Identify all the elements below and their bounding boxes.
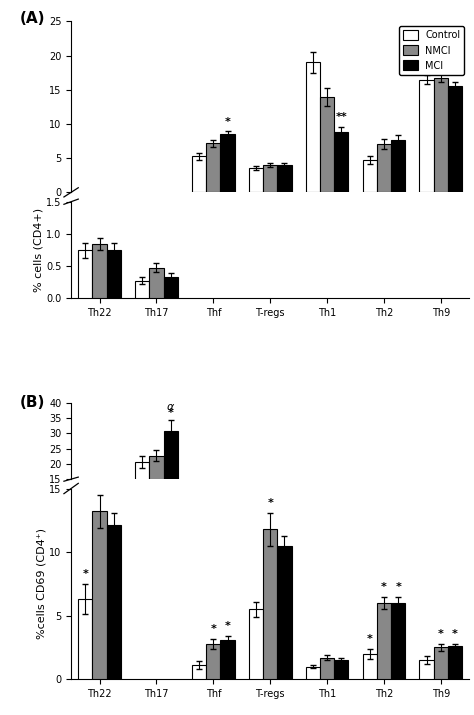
Bar: [192, 665, 206, 679]
Bar: [220, 134, 235, 192]
Text: *: *: [225, 117, 230, 127]
Bar: [391, 139, 405, 192]
Bar: [249, 609, 263, 679]
Bar: [107, 526, 121, 679]
Text: *: *: [225, 621, 230, 631]
Text: *: *: [168, 408, 173, 418]
Bar: [135, 463, 149, 525]
Bar: [206, 143, 220, 192]
Y-axis label: % cells (CD4+): % cells (CD4+): [33, 207, 43, 292]
Bar: [320, 97, 334, 192]
Bar: [363, 160, 377, 192]
Text: *: *: [367, 634, 373, 644]
Text: (B): (B): [19, 395, 45, 410]
Bar: [206, 644, 220, 679]
Bar: [78, 250, 92, 298]
Text: *: *: [438, 629, 444, 639]
Bar: [277, 546, 292, 679]
Bar: [220, 640, 235, 679]
Text: *: *: [267, 498, 273, 508]
Text: α: α: [167, 403, 174, 413]
Bar: [448, 646, 462, 679]
Bar: [419, 660, 434, 679]
Text: *: *: [381, 582, 387, 592]
Bar: [149, 267, 164, 298]
Bar: [391, 603, 405, 679]
Bar: [320, 658, 334, 679]
Bar: [149, 455, 164, 525]
Bar: [334, 132, 348, 192]
Bar: [164, 277, 178, 298]
Text: *: *: [395, 582, 401, 592]
Bar: [377, 144, 391, 192]
Bar: [135, 280, 149, 298]
Bar: [107, 250, 121, 298]
Text: *: *: [82, 569, 88, 579]
Bar: [192, 156, 206, 192]
Bar: [263, 165, 277, 192]
Bar: [419, 79, 434, 192]
Text: **: **: [336, 112, 347, 122]
Text: *: *: [452, 629, 458, 639]
Legend: Control, NMCI, MCI: Control, NMCI, MCI: [399, 26, 465, 74]
Text: *: *: [210, 623, 216, 633]
Bar: [277, 165, 292, 192]
Bar: [434, 648, 448, 679]
Bar: [92, 244, 107, 298]
Bar: [448, 87, 462, 192]
Text: (A): (A): [19, 11, 45, 26]
Bar: [363, 654, 377, 679]
Bar: [306, 62, 320, 192]
Bar: [306, 666, 320, 679]
Bar: [164, 431, 178, 525]
Bar: [249, 169, 263, 192]
Y-axis label: %cells CD69 (CD4⁺): %cells CD69 (CD4⁺): [36, 528, 46, 639]
Bar: [263, 529, 277, 679]
Bar: [78, 599, 92, 679]
Bar: [334, 660, 348, 679]
Bar: [434, 77, 448, 192]
Bar: [377, 603, 391, 679]
Bar: [92, 511, 107, 679]
